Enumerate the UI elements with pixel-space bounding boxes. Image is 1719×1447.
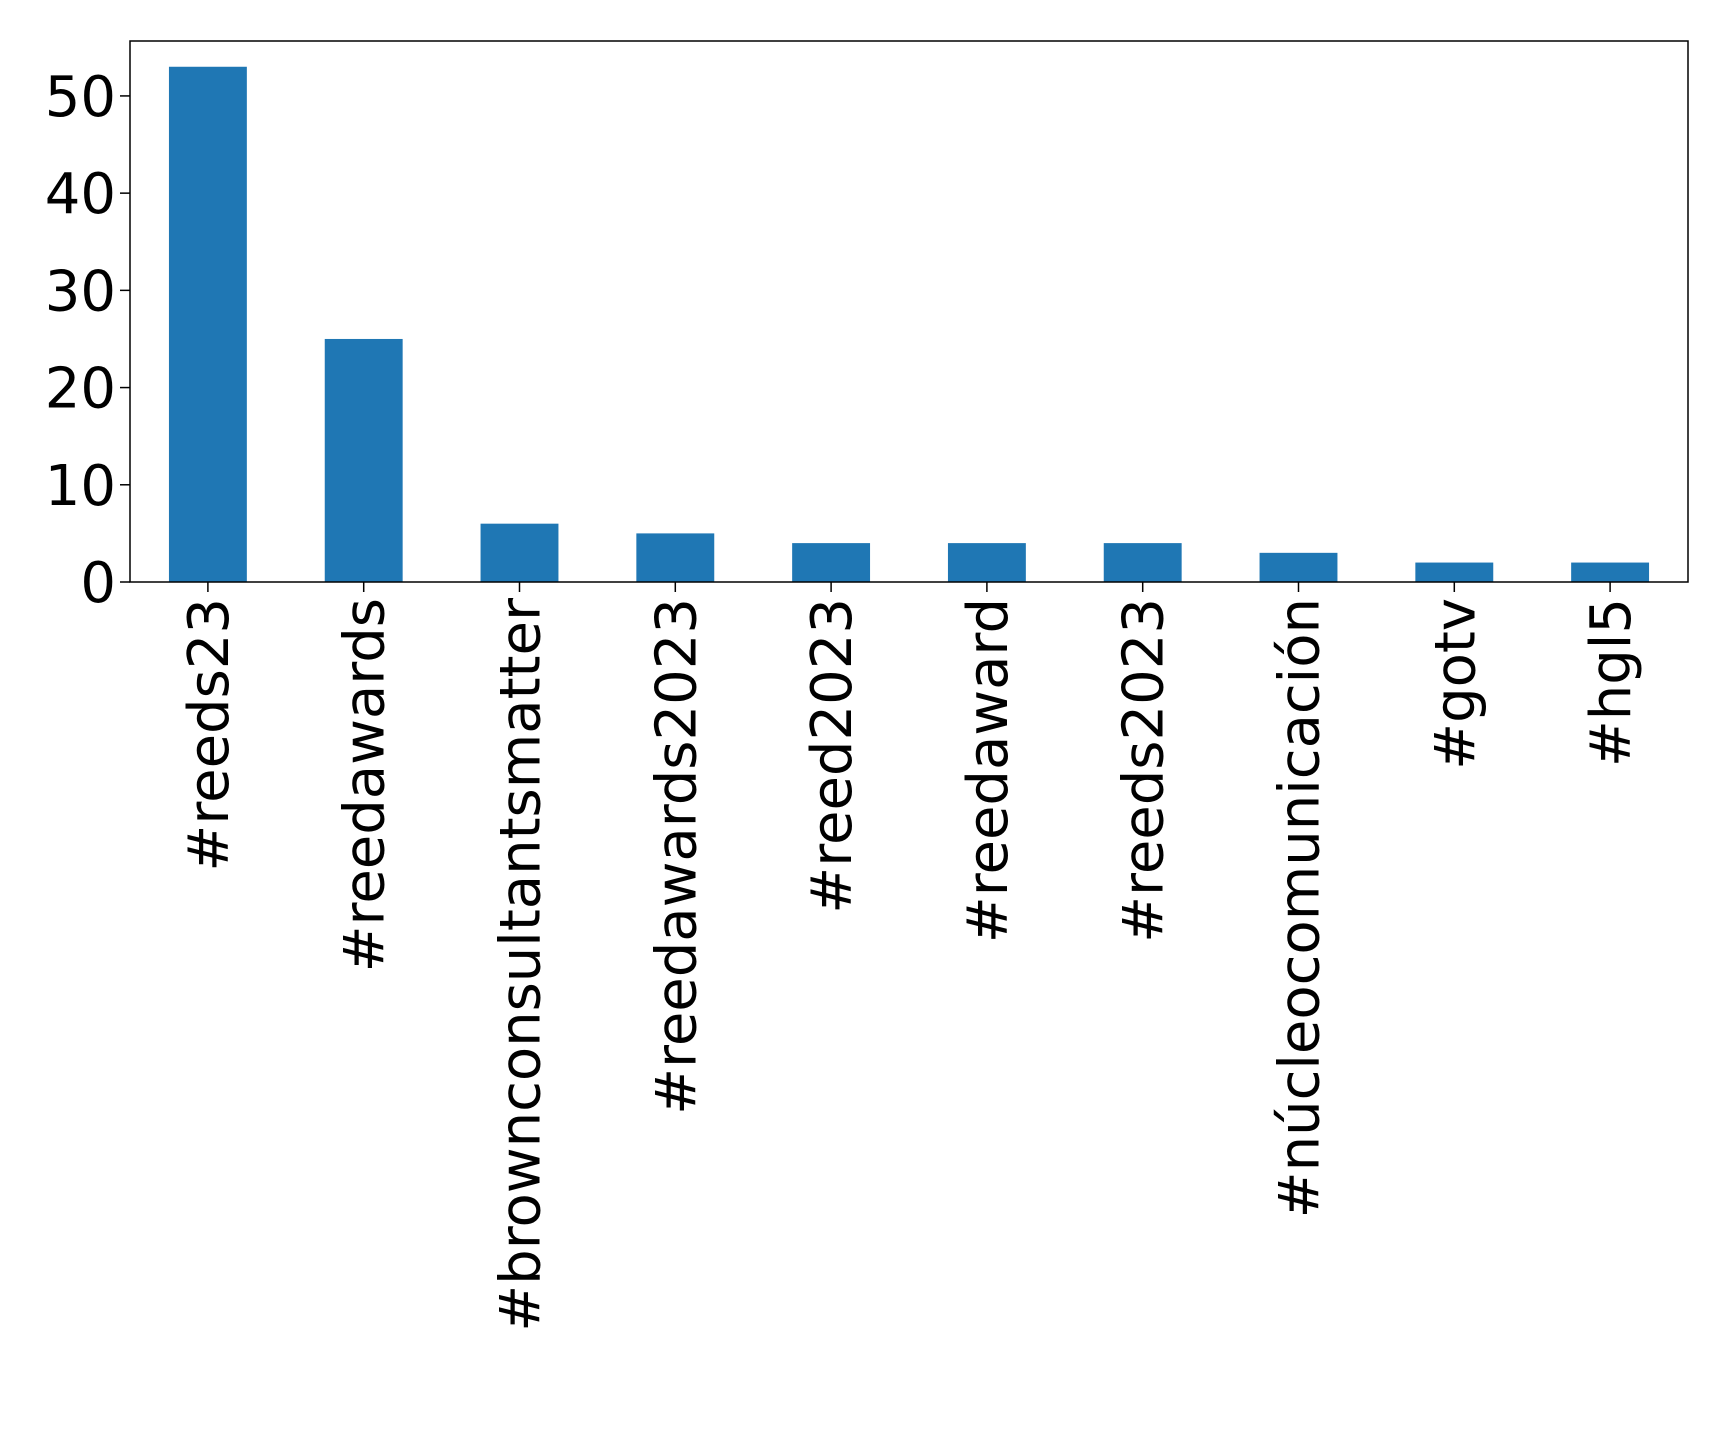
bar bbox=[1571, 562, 1650, 582]
x-tick-label: #núcleocomunicación bbox=[1268, 598, 1333, 1218]
bar bbox=[1259, 552, 1338, 582]
x-tick-label: #reed2023 bbox=[800, 598, 865, 914]
bar bbox=[168, 66, 247, 582]
x-tick-label: #reeds2023 bbox=[1112, 598, 1177, 943]
bar bbox=[324, 338, 403, 582]
bar bbox=[792, 543, 871, 582]
y-tick-label: 30 bbox=[45, 259, 116, 324]
y-tick-label: 10 bbox=[45, 454, 116, 519]
x-tick-label: #brownconsultantsmatter bbox=[489, 597, 554, 1332]
x-tick-label: #reeds23 bbox=[177, 598, 242, 872]
y-tick-label: 40 bbox=[45, 162, 116, 227]
plot-area-frame bbox=[129, 40, 1689, 583]
x-tick-label: #reedawards2023 bbox=[644, 598, 709, 1115]
y-tick-label: 50 bbox=[45, 65, 116, 130]
y-tick-label: 20 bbox=[45, 357, 116, 422]
bar bbox=[636, 533, 715, 582]
x-tick-label: #gotv bbox=[1423, 598, 1488, 770]
x-tick-label: #hgl5 bbox=[1579, 598, 1644, 767]
y-axis-ticks: 0 10 20 30 40 50 bbox=[45, 65, 130, 616]
bar bbox=[1103, 543, 1182, 582]
y-tick-label: 0 bbox=[80, 551, 116, 616]
bar bbox=[947, 543, 1026, 582]
bar bbox=[480, 523, 559, 582]
x-tick-label: #reedaward bbox=[956, 598, 1021, 943]
x-axis-ticks: #reeds23 #reedawards #brownconsultantsmatt… bbox=[177, 582, 1644, 1332]
bar bbox=[1415, 562, 1494, 582]
x-tick-label: #reedawards bbox=[333, 598, 398, 972]
bars bbox=[168, 66, 1650, 582]
